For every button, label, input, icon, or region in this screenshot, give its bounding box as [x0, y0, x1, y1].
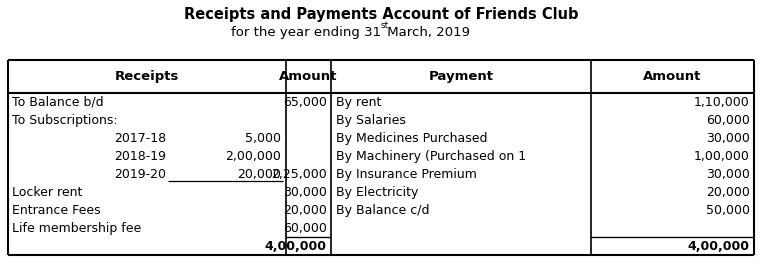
- Text: March, 2019: March, 2019: [383, 26, 470, 39]
- Text: 2,00,000: 2,00,000: [226, 150, 281, 163]
- Text: 60,000: 60,000: [706, 114, 750, 127]
- Text: Locker rent: Locker rent: [12, 186, 82, 199]
- Text: By Insurance Premium: By Insurance Premium: [336, 168, 477, 181]
- Text: 2018-19: 2018-19: [114, 150, 166, 163]
- Text: for the year ending 31: for the year ending 31: [231, 26, 381, 39]
- Text: 5,000: 5,000: [245, 132, 281, 145]
- Text: By Electricity: By Electricity: [336, 186, 418, 199]
- Text: 1,10,000: 1,10,000: [694, 96, 750, 109]
- Text: 65,000: 65,000: [283, 96, 327, 109]
- Text: By rent: By rent: [336, 96, 382, 109]
- Text: By Machinery (Purchased on 1: By Machinery (Purchased on 1: [336, 150, 527, 163]
- Text: 20,000: 20,000: [283, 204, 327, 217]
- Text: Amount: Amount: [643, 70, 702, 83]
- Text: 2019-20: 2019-20: [114, 168, 166, 181]
- Text: By Salaries: By Salaries: [336, 114, 406, 127]
- Text: 2,25,000: 2,25,000: [271, 168, 327, 181]
- Text: 2017-18: 2017-18: [114, 132, 166, 145]
- Text: 30,000: 30,000: [706, 168, 750, 181]
- Text: 60,000: 60,000: [283, 222, 327, 235]
- Text: 1,00,000: 1,00,000: [694, 150, 750, 163]
- Text: By Balance c/d: By Balance c/d: [336, 204, 430, 217]
- Text: Life membership fee: Life membership fee: [12, 222, 142, 235]
- Text: By Medicines Purchased: By Medicines Purchased: [336, 132, 488, 145]
- Text: 4,00,000: 4,00,000: [265, 240, 327, 253]
- Text: Amount: Amount: [280, 70, 338, 83]
- Text: 20,000: 20,000: [237, 168, 281, 181]
- Text: st: st: [381, 21, 389, 30]
- Text: To Subscriptions:: To Subscriptions:: [12, 114, 118, 127]
- Text: Payment: Payment: [428, 70, 494, 83]
- Text: 20,000: 20,000: [706, 186, 750, 199]
- Text: 4,00,000: 4,00,000: [688, 240, 750, 253]
- Text: 50,000: 50,000: [706, 204, 750, 217]
- Text: Receipts: Receipts: [114, 70, 179, 83]
- Text: 30,000: 30,000: [283, 186, 327, 199]
- Text: To Balance b/d: To Balance b/d: [12, 96, 104, 109]
- Text: Entrance Fees: Entrance Fees: [12, 204, 101, 217]
- Text: 30,000: 30,000: [706, 132, 750, 145]
- Text: Receipts and Payments Account of Friends Club: Receipts and Payments Account of Friends…: [184, 7, 578, 22]
